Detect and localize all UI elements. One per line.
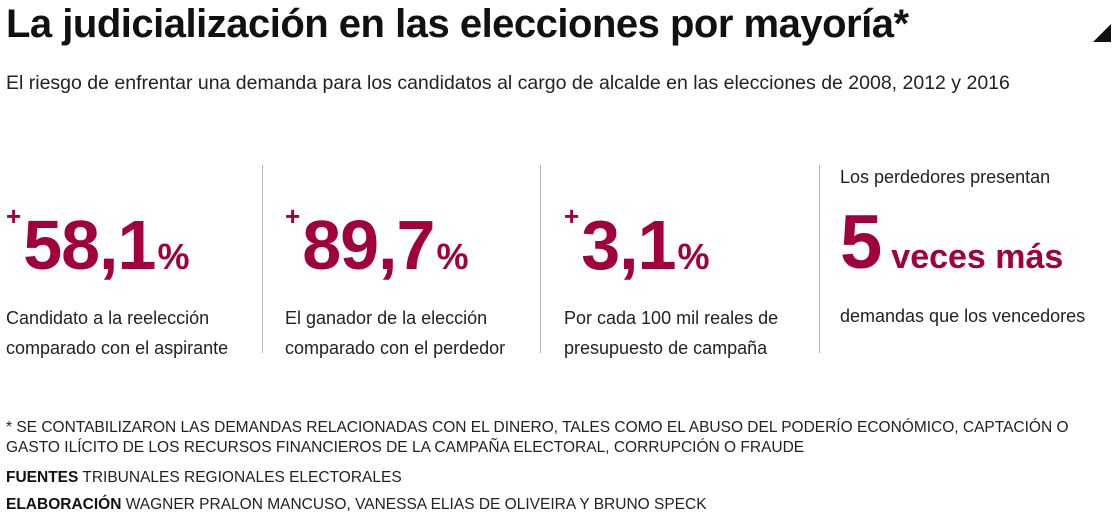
stat-value: 58,1	[23, 206, 156, 284]
column-divider	[262, 165, 263, 353]
page-title: La judicialización en las elecciones por…	[6, 2, 909, 46]
stat-figure: 5 veces más	[840, 203, 1063, 283]
plus-sign: +	[285, 201, 301, 231]
stat-figure: +89,7%	[285, 201, 468, 285]
credits-line: ELABORACIÓN WAGNER PRALON MANCUSO, VANES…	[6, 495, 707, 515]
stat-value: 89,7	[302, 206, 435, 284]
plus-sign: +	[564, 201, 580, 231]
stat-description: El ganador de la elección comparado con …	[285, 303, 505, 363]
stat-description-line: comparado con el aspirante	[6, 338, 229, 358]
stat-description-line: Candidato a la reelección	[6, 308, 210, 328]
stat-figure: +3,1%	[564, 201, 710, 285]
stat-description: demandas que los vencedores	[840, 301, 1085, 331]
stat-description-line: demandas que los vencedores	[840, 306, 1086, 326]
triangle-corner-icon	[1093, 24, 1111, 42]
sources-value: TRIBUNALES REGIONALES ELECTORALES	[82, 469, 402, 486]
stat-figure: +58,1%	[6, 201, 189, 285]
stat-preamble: Los perdedores presentan	[840, 167, 1051, 187]
plus-sign: +	[6, 201, 22, 231]
sources-line: FUENTES TRIBUNALES REGIONALES ELECTORALE…	[6, 468, 402, 488]
credits-value: WAGNER PRALON MANCUSO, VANESSA ELIAS DE …	[125, 496, 707, 513]
percent-sign: %	[436, 236, 469, 277]
stat-value: 5	[840, 200, 882, 285]
column-divider	[819, 165, 820, 353]
stat-description-line: Por cada 100 mil reales de	[564, 308, 779, 328]
stat-description: Candidato a la reelección comparado con …	[6, 303, 228, 363]
stat-description-line: El ganador de la elección	[285, 308, 488, 328]
percent-sign: %	[157, 236, 190, 277]
footnote: * Se contabilizaron las demandas relacio…	[6, 419, 1069, 456]
stat-description-line: presupuesto de campaña	[564, 338, 768, 358]
stat-tail: veces más	[891, 238, 1064, 276]
page-subtitle: El riesgo de enfrentar una demanda para …	[6, 72, 1010, 94]
stat-description: Por cada 100 mil reales de presupuesto d…	[564, 303, 778, 363]
percent-sign: %	[677, 236, 710, 277]
stat-description-line: comparado con el perdedor	[285, 338, 506, 358]
credits-label: ELABORACIÓN	[6, 496, 122, 513]
column-divider	[540, 165, 541, 353]
sources-label: FUENTES	[6, 469, 79, 486]
stat-value: 3,1	[581, 206, 676, 284]
